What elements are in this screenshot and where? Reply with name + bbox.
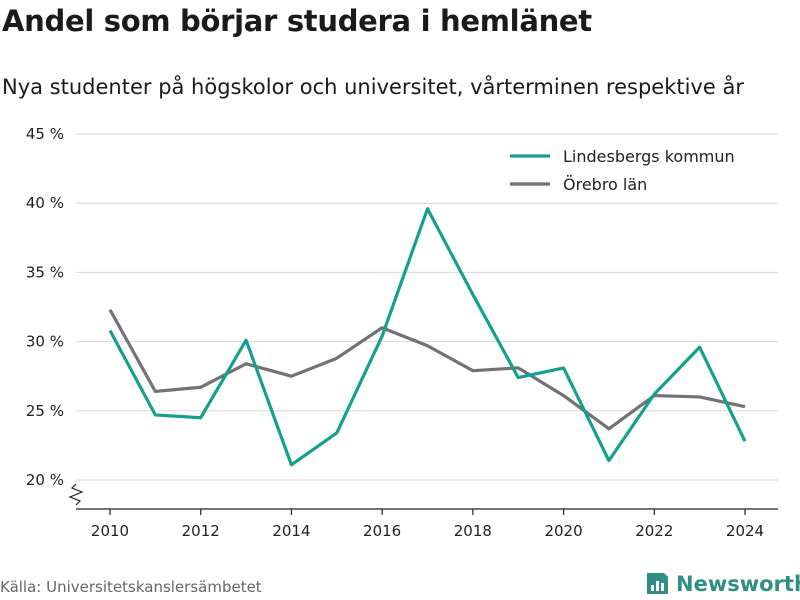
x-tick-label: 2016 <box>363 522 401 540</box>
x-tick-label: 2024 <box>726 522 764 540</box>
y-tick-label: 20 % <box>26 471 64 489</box>
brand-name: Newsworthy <box>676 572 800 596</box>
x-tick-label: 2014 <box>272 522 310 540</box>
chart-title: Andel som börjar studera i hemlänet <box>2 4 592 38</box>
y-tick-label: 40 % <box>26 194 64 212</box>
series-line-rebro-l-n <box>108 308 746 431</box>
x-tick-label: 2020 <box>544 522 582 540</box>
legend-label: Örebro län <box>563 175 647 194</box>
axis-break-mark <box>68 483 84 506</box>
y-tick-label: 35 % <box>26 263 64 281</box>
legend-label: Lindesbergs kommun <box>563 147 735 166</box>
source-note: Källa: Universitetskanslersämbetet <box>0 578 262 596</box>
x-tick-label: 2012 <box>182 522 220 540</box>
x-tick-label: 2018 <box>454 522 492 540</box>
chart-subtitle: Nya studenter på högskolor och universit… <box>2 75 744 99</box>
x-tick-label: 2022 <box>635 522 673 540</box>
y-tick-label: 45 % <box>26 125 64 143</box>
y-tick-label: 30 % <box>26 333 64 351</box>
x-tick-label: 2010 <box>91 522 129 540</box>
y-tick-label: 25 % <box>26 402 64 420</box>
series-line-lindesbergs-kommun <box>108 207 747 467</box>
newsworthy-logo-icon <box>647 573 668 594</box>
brand-logo[interactable]: Newsworthy <box>644 569 800 599</box>
